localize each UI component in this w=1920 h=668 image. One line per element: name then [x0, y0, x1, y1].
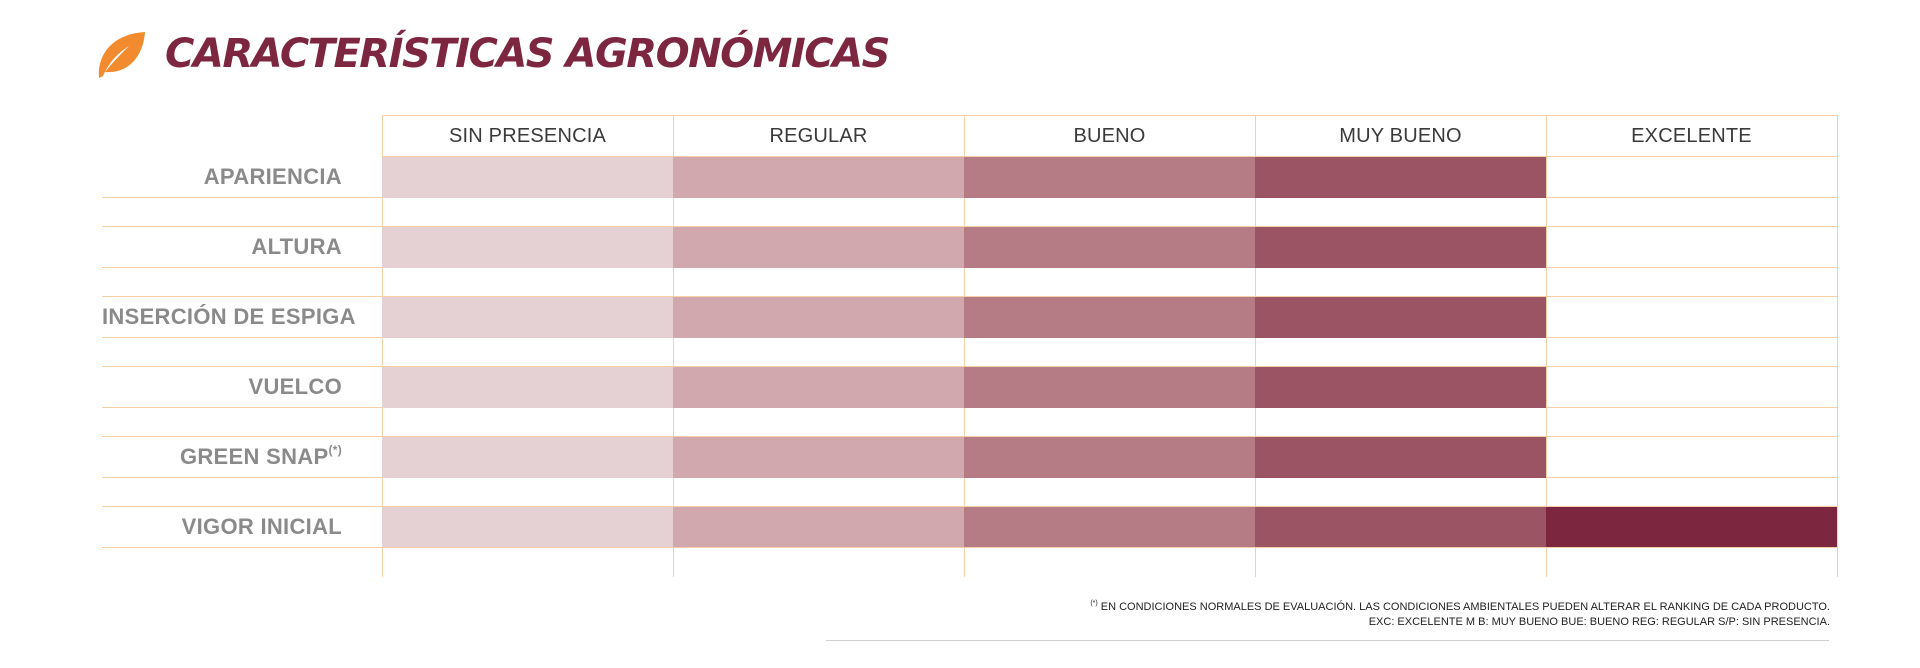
table-row-divider — [102, 436, 1837, 437]
row-label-text: APARIENCIA — [203, 164, 342, 189]
footnote-line-2: EXC: EXCELENTE M B: MUY BUENO BUE: BUENO… — [1368, 616, 1830, 628]
row-label: VUELCO — [102, 367, 342, 407]
row-label-text: ALTURA — [251, 234, 342, 259]
rating-bar-segment — [673, 297, 964, 338]
rating-bar-segment — [964, 367, 1255, 408]
rating-bar-segment — [1255, 437, 1546, 478]
rating-bar-segment — [1255, 297, 1546, 338]
ratings-table: SIN PRESENCIA REGULAR BUENO MUY BUENO EXCELE… — [102, 115, 1838, 577]
table-column-divider — [964, 115, 965, 577]
rating-bar-segment — [1255, 367, 1546, 408]
column-header: REGULAR — [769, 125, 868, 147]
rating-bar-segment — [673, 157, 964, 198]
table-row-divider — [102, 366, 1837, 367]
rating-bar-segment — [964, 437, 1255, 478]
rating-bar-segment — [964, 157, 1255, 198]
rating-bar-segment — [382, 297, 673, 338]
column-header: EXCELENTE — [1631, 125, 1752, 147]
row-label: INSERCIÓN DE ESPIGA — [102, 297, 356, 337]
row-label: GREEN SNAP(*) — [102, 437, 342, 477]
row-label-text: INSERCIÓN DE ESPIGA — [102, 304, 356, 329]
column-header: MUY BUENO — [1339, 125, 1462, 147]
rating-bar-segment — [1255, 157, 1546, 198]
table-row-divider — [102, 226, 1837, 227]
rating-bar-segment — [1255, 507, 1546, 548]
rating-bar-segment — [382, 227, 673, 268]
rating-bar-segment — [382, 157, 673, 198]
rating-bar-segment — [1546, 507, 1837, 548]
footnote-reference: (*) — [328, 443, 342, 457]
rating-bar-segment — [673, 227, 964, 268]
row-label-text: VUELCO — [248, 374, 342, 399]
table-border-bottom — [102, 547, 1837, 548]
footnote-text: EN CONDICIONES NORMALES DE EVALUACIÓN. L… — [1097, 601, 1830, 613]
rating-bar-segment — [964, 507, 1255, 548]
footnote-mark: (*) — [1090, 600, 1098, 607]
table-border-top — [382, 115, 1837, 116]
footnote: (*) EN CONDICIONES NORMALES DE EVALUACIÓ… — [1090, 600, 1830, 630]
rating-bar-segment — [673, 367, 964, 408]
page-title: CARACTERÍSTICAS AGRONÓMICAS — [165, 31, 890, 77]
column-header: SIN PRESENCIA — [448, 125, 607, 147]
row-label-text: VIGOR INICIAL — [181, 514, 342, 539]
table-column-divider — [1255, 115, 1256, 577]
rating-bar-segment — [673, 507, 964, 548]
row-label: VIGOR INICIAL — [102, 507, 342, 547]
rating-bar-segment — [964, 227, 1255, 268]
table-row-divider — [102, 506, 1837, 507]
table-column-divider — [1837, 115, 1838, 577]
column-header: BUENO — [1073, 125, 1146, 147]
table-column-divider — [382, 115, 383, 577]
footnote-divider — [826, 640, 1829, 641]
row-label: ALTURA — [102, 227, 342, 267]
rating-bar-segment — [382, 437, 673, 478]
table-column-divider — [1546, 115, 1547, 577]
row-label: APARIENCIA — [102, 157, 342, 197]
table-column-divider — [673, 115, 674, 577]
rating-bar-segment — [382, 507, 673, 548]
rating-bar-segment — [382, 367, 673, 408]
rating-bar-segment — [673, 437, 964, 478]
table-row-divider — [102, 296, 1837, 297]
footnote-line-1: (*) EN CONDICIONES NORMALES DE EVALUACIÓ… — [1090, 600, 1830, 615]
row-label-text: GREEN SNAP — [179, 444, 329, 469]
leaf-icon — [98, 32, 145, 78]
rating-bar-segment — [1255, 227, 1546, 268]
table-row-divider — [382, 156, 1837, 157]
rating-bar-segment — [964, 297, 1255, 338]
